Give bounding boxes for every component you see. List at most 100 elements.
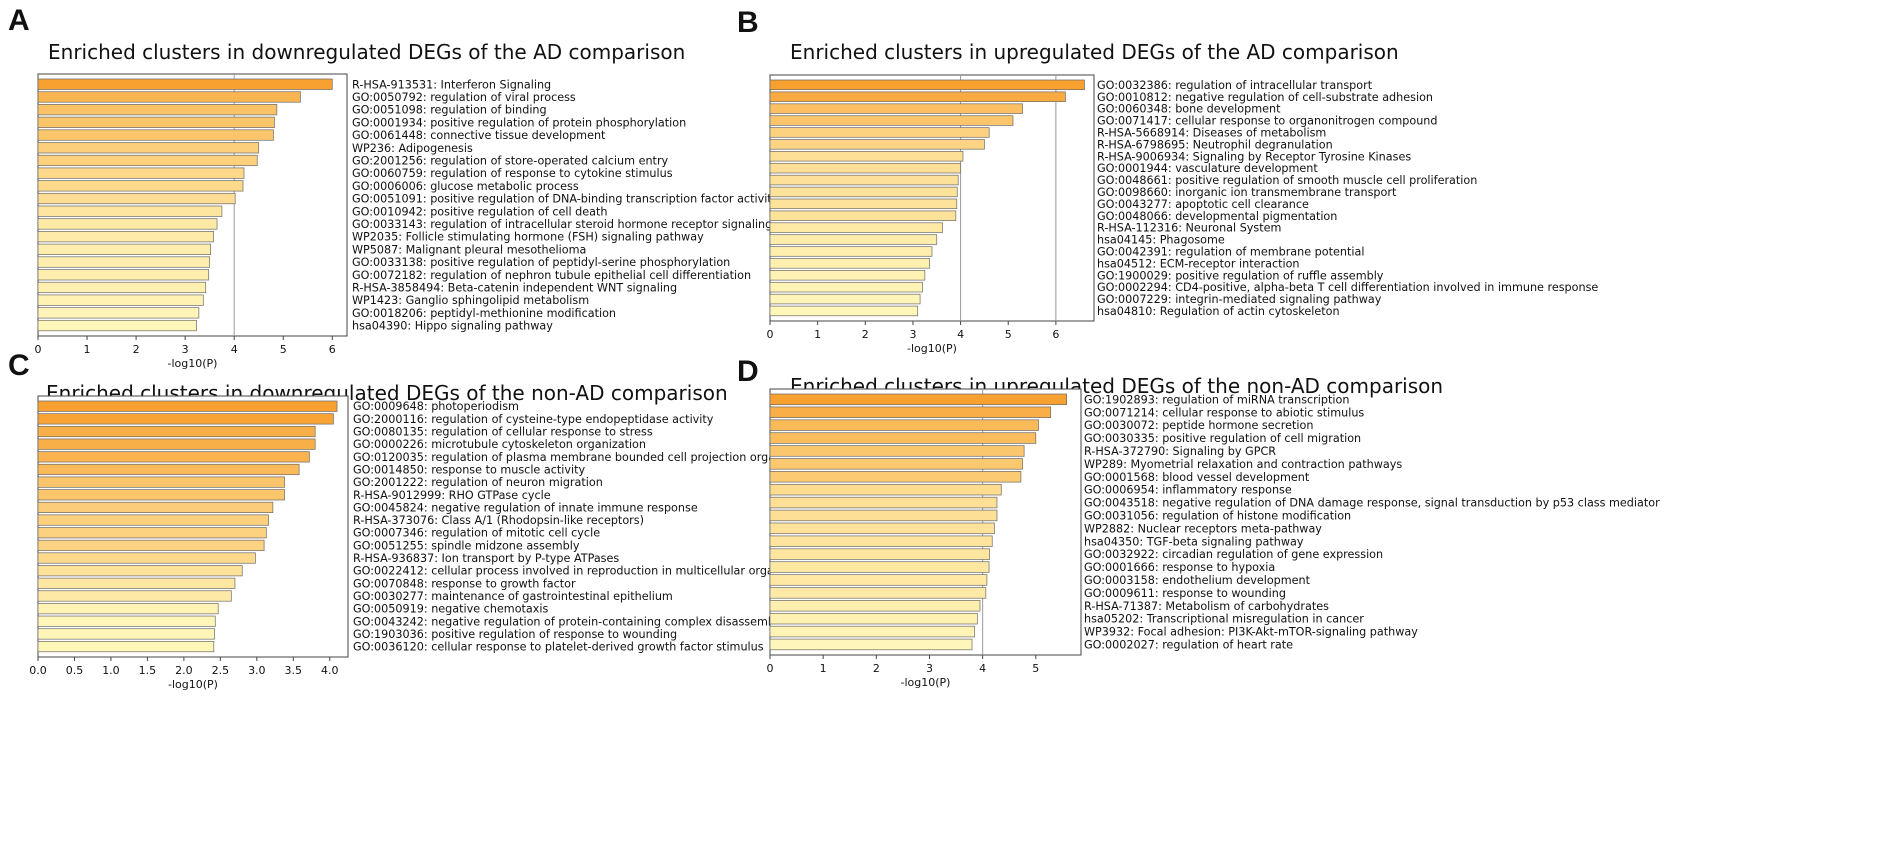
bar [37,615,216,627]
category-label: GO:0001944: vasculature development [1097,162,1318,175]
category-label: GO:0030072: peptide hormone secretion [1084,419,1313,432]
bar [37,463,300,476]
bar [769,419,1039,431]
category-label: R-HSA-373076: Class A/1 (Rhodopsin-like … [353,514,644,527]
panel-title-a: Enriched clusters in downregulated DEGs … [48,40,686,64]
bar [769,222,943,233]
category-label: GO:0014850: response to muscle activity [353,463,585,476]
category-label: GO:0001568: blood vessel development [1084,471,1310,484]
x-axis-label: -log10(P) [168,357,218,370]
category-label: GO:0001934: positive regulation of prote… [352,116,686,129]
category-label: GO:0031056: regulation of histone modifi… [1084,509,1351,522]
bar [37,142,260,154]
bar [37,256,211,268]
bar [37,192,236,205]
bar [769,103,1023,114]
category-label: GO:0032922: circadian regulation of gene… [1084,548,1383,561]
x-tick-label: 5 [1032,662,1039,675]
bar [37,400,338,412]
bar [37,425,316,438]
bar [37,413,334,425]
category-label: GO:0000226: microtubule cytoskeleton org… [353,438,646,451]
panel-letter-b: B [737,6,759,39]
bar [37,565,243,577]
category-label: GO:0033143: regulation of intracellular … [352,218,810,231]
x-tick-label: 0.5 [66,664,84,677]
category-label: GO:0033138: positive regulation of pepti… [352,256,730,269]
bar [769,522,995,535]
x-tick-label: 4 [979,662,986,675]
category-label: GO:0030277: maintenance of gastrointesti… [353,590,673,603]
x-tick-label: 1 [84,343,91,356]
category-label: hsa04350: TGF-beta signaling pathway [1084,535,1304,548]
bar [37,129,274,141]
category-label: GO:0009648: photoperiodism [353,400,519,413]
bar [769,548,990,560]
bar [769,483,1002,496]
category-label: GO:0080135: regulation of cellular respo… [353,426,653,439]
bar [769,293,921,305]
bar [769,393,1067,406]
bar [769,496,998,509]
category-label: GO:0045824: negative regulation of innat… [353,501,698,514]
category-label: GO:0043242: negative regulation of prote… [353,615,785,628]
bar [37,552,256,564]
category-label: GO:0022412: cellular process involved in… [353,565,801,578]
bar [769,162,961,174]
bar [769,115,1014,126]
category-label: WP1423: Ganglio sphingolipid metabolism [352,294,589,307]
bar [769,625,976,638]
bar [769,127,990,138]
x-tick-label: 0 [35,343,42,356]
x-tick-label: 1 [820,662,827,675]
bar [769,91,1066,102]
category-label: GO:0009611: response to wounding [1084,587,1286,600]
category-label: GO:0036120: cellular response to platele… [353,641,764,654]
category-label: GO:0002294: CD4-positive, alpha-beta T c… [1097,281,1598,294]
x-axis-label: -log10(P) [907,342,957,355]
category-label: GO:0072182: regulation of nephron tubule… [352,269,751,282]
bar [37,205,223,217]
category-label: GO:2000116: regulation of cysteine-type … [353,413,714,426]
category-label: hsa04390: Hippo signaling pathway [352,320,553,333]
bar [37,451,310,463]
category-label: R-HSA-9006934: Signaling by Receptor Tyr… [1097,150,1411,163]
category-label: GO:0032386: regulation of intracellular … [1097,79,1373,92]
x-tick-label: 6 [329,343,336,356]
category-label: GO:0051098: regulation of binding [352,104,547,117]
bar [769,186,958,198]
bar [769,535,993,547]
panel-letter-a: A [8,4,30,37]
category-label: GO:0007229: integrin-mediated signaling … [1097,293,1382,306]
bar [37,476,285,488]
category-label: GO:0071214: cellular response to abiotic… [1084,406,1364,419]
x-tick-label: 1 [814,328,821,341]
bar [37,640,215,653]
category-label: hsa05202: Transcriptional misregulation … [1084,613,1364,626]
category-label: GO:0120035: regulation of plasma membran… [353,451,819,464]
bar [769,281,923,293]
bar [769,151,964,162]
bar [769,471,1022,483]
x-tick-label: 3.5 [285,664,303,677]
panel-letter-d: D [737,355,759,388]
category-label: WP5087: Malignant pleural mesothelioma [352,243,586,256]
bar [769,561,990,573]
bar [769,234,938,245]
x-tick-label: 5 [280,343,287,356]
bar [769,139,985,150]
category-label: WP2035: Follicle stimulating hormone (FS… [352,231,704,244]
x-axis-label: -log10(P) [168,678,218,691]
category-label: GO:0051091: positive regulation of DNA-b… [352,193,779,206]
bar [769,174,959,186]
x-tick-label: 2 [862,328,869,341]
bar [769,198,958,210]
x-tick-label: 4 [231,343,238,356]
x-tick-label: 2.0 [175,664,193,677]
bar [769,406,1052,418]
category-label: GO:0098660: inorganic ion transmembrane … [1097,186,1397,199]
category-label: GO:0048066: developmental pigmentation [1097,210,1337,223]
bar [37,104,278,116]
